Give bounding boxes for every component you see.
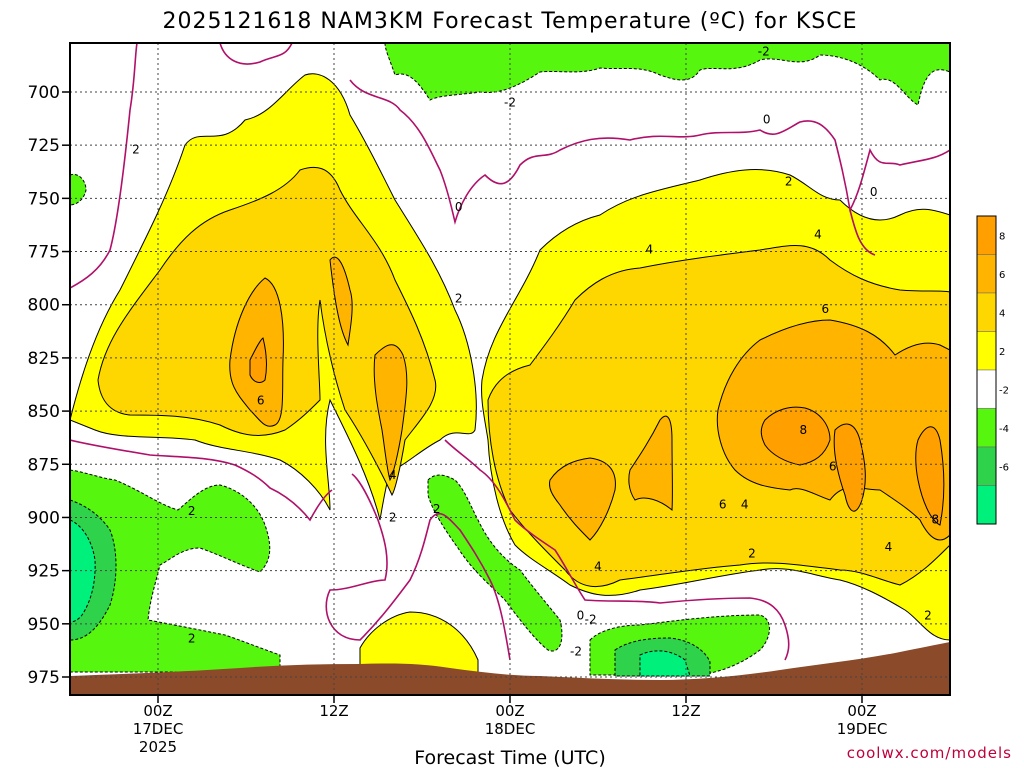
colorbar-tick-label: 8 — [999, 231, 1005, 242]
zero-degree-contours — [70, 43, 950, 661]
contour-label: -2 — [758, 45, 770, 59]
chart-title: 2025121618 NAM3KM Forecast Temperature (… — [162, 9, 857, 34]
colorbar-bin — [976, 215, 997, 255]
colorbar-bin — [976, 485, 997, 525]
contour-label: 6 — [719, 498, 727, 512]
contour-label: 2 — [188, 632, 196, 646]
colorbar-tick-label: 6 — [999, 270, 1005, 281]
contour-label: 4 — [885, 540, 893, 554]
region-minus8-to-minus6 — [70, 519, 691, 677]
contour-label: -2 — [570, 644, 582, 658]
colorbar-bin — [976, 408, 997, 448]
colorbar-tick-label: 4 — [999, 308, 1005, 319]
contour-label: 2 — [389, 510, 397, 524]
contour-label: 4 — [389, 468, 397, 482]
contour-label: 0 — [763, 113, 771, 127]
credit-text: coolwx.com/models — [847, 744, 1012, 762]
colorbar-tick-label: -2 — [999, 385, 1009, 396]
y-tick-label: 775 — [28, 243, 60, 263]
y-tick-label: 825 — [28, 349, 60, 369]
contour-label: 0 — [455, 200, 463, 214]
colorbar-bin — [976, 292, 997, 332]
grid — [70, 43, 950, 695]
colorbar-tick-label: -6 — [999, 462, 1009, 473]
x-tick-label: 12Z — [671, 702, 700, 720]
colorbar-bin — [976, 254, 997, 294]
terrain — [70, 642, 950, 695]
x-tick-label: 2025 — [139, 738, 177, 756]
contour-label: 6 — [829, 459, 837, 473]
y-tick-label: 750 — [28, 189, 60, 209]
contour-label: 0 — [870, 185, 878, 199]
region-8-to-10 — [249, 337, 945, 526]
y-tick-label: 875 — [28, 455, 60, 475]
contour-label: 0 — [577, 608, 585, 622]
contour-label: 8 — [932, 513, 940, 527]
contour-label: 6 — [257, 393, 265, 407]
y-tick-label: 950 — [28, 615, 60, 635]
contour-label: 4 — [814, 228, 822, 242]
x-tick-label: 12Z — [319, 702, 348, 720]
colorbar: 8 6 4 2 -2 -4 -6 — [976, 215, 1009, 525]
x-tick-label: 18DEC — [485, 720, 536, 738]
y-tick-label: 925 — [28, 562, 60, 582]
contour-label: 8 — [800, 423, 808, 437]
colorbar-frame — [976, 215, 997, 525]
contour-label: 2 — [924, 608, 932, 622]
y-tick-label: 975 — [28, 668, 60, 688]
contour-label: 2 — [748, 547, 756, 561]
y-tick-label: 850 — [28, 402, 60, 422]
contour-label: 4 — [741, 498, 749, 512]
contour-label: 4 — [594, 559, 602, 573]
contour-label: 2 — [455, 291, 463, 305]
x-axis-label: Forecast Time (UTC) — [414, 747, 605, 768]
contour-label: 2 — [433, 502, 441, 516]
contour-label: 6 — [822, 302, 830, 316]
y-tick-label: 900 — [28, 508, 60, 528]
y-tick-label: 725 — [28, 136, 60, 156]
contour-label: -2 — [585, 613, 597, 627]
contour-label: 2 — [132, 142, 140, 156]
x-tick-label: 00Z — [495, 702, 524, 720]
colorbar-bin — [976, 331, 997, 371]
contour-label: 2 — [188, 504, 196, 518]
x-tick-label: 00Z — [847, 702, 876, 720]
y-axis: 700 725 750 775 800 825 850 875 900 925 950 975 — [28, 83, 70, 688]
contour-label: 2 — [785, 174, 793, 188]
colorbar-tick-label: 2 — [999, 347, 1005, 358]
x-tick-label: 19DEC — [837, 720, 888, 738]
y-tick-label: 700 — [28, 83, 60, 103]
y-tick-label: 800 — [28, 296, 60, 316]
colorbar-tick-label: -4 — [999, 424, 1009, 435]
colorbar-bin — [976, 446, 997, 486]
colorbar-bin — [976, 369, 997, 409]
x-tick-label: 17DEC — [133, 720, 184, 738]
contour-label: 4 — [646, 242, 654, 256]
x-tick-label: 00Z — [143, 702, 172, 720]
contour-label: -2 — [504, 96, 516, 110]
